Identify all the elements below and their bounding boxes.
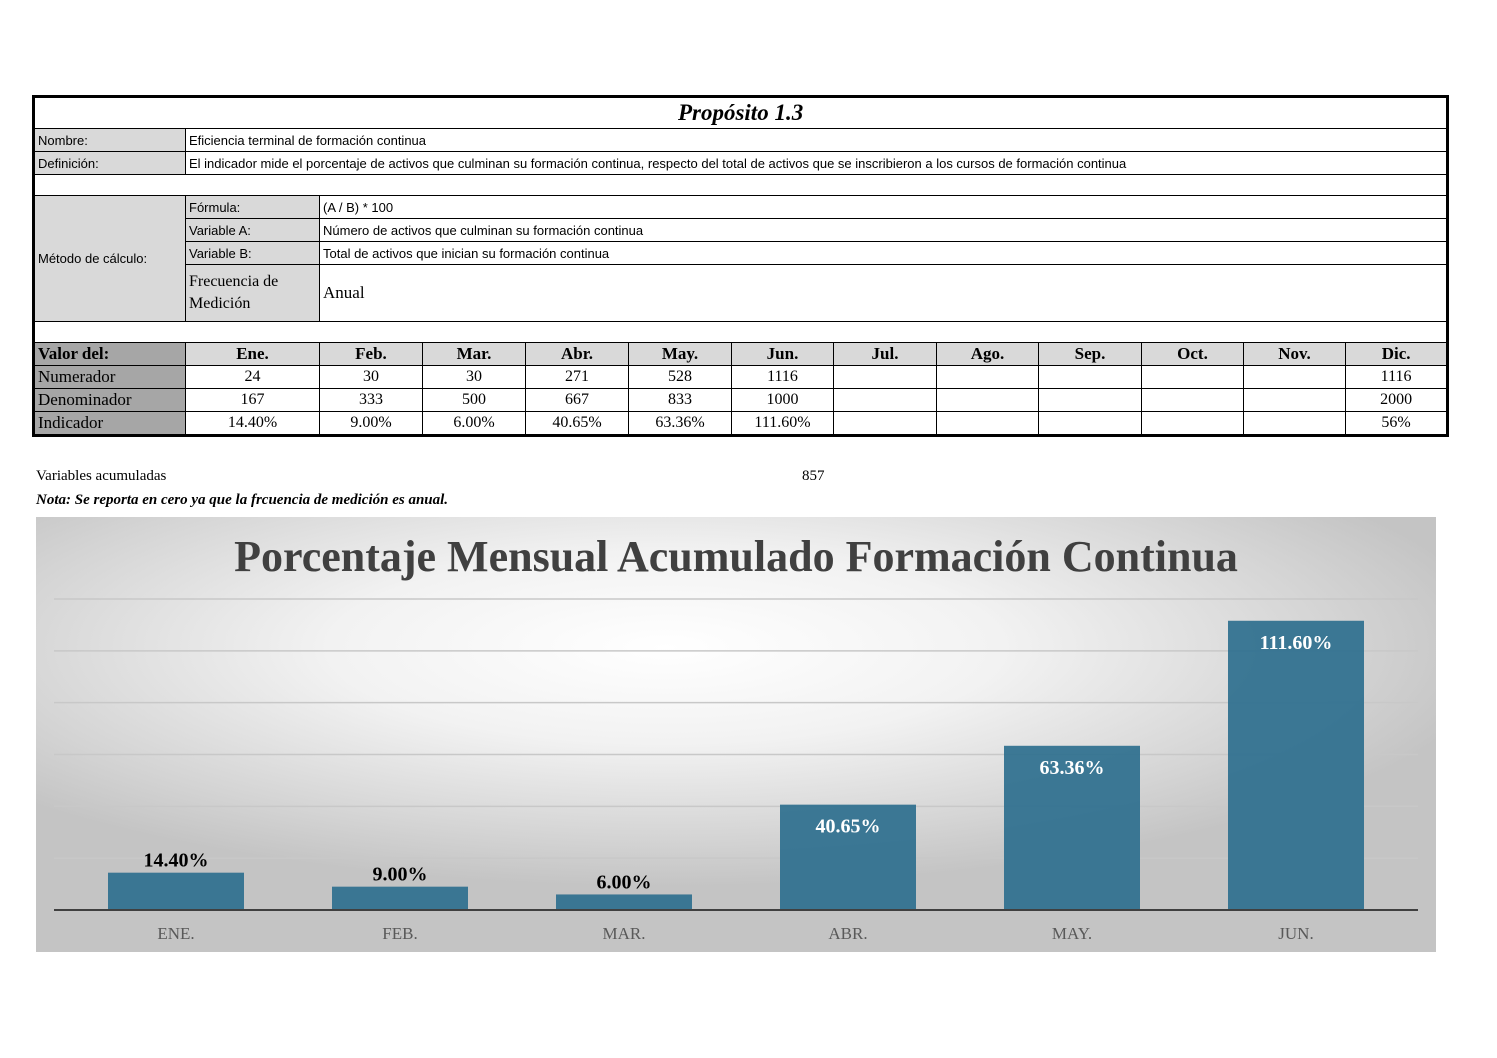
table-cell — [936, 365, 1039, 389]
table-cell: 833 — [628, 388, 732, 412]
month-header: Jun. — [731, 342, 834, 366]
spacer-row — [32, 321, 1449, 343]
data-label: 14.40% — [144, 850, 209, 872]
table-cell — [1141, 388, 1244, 412]
acumuladas-label: Variables acumuladas — [36, 468, 167, 484]
x-tick-label: ENE. — [157, 924, 194, 943]
var-b-label: Variable B: — [185, 241, 320, 265]
formula-label: Fórmula: — [185, 195, 320, 219]
frecuencia-label: Frecuencia de Medición — [185, 264, 320, 322]
data-label: 9.00% — [373, 864, 428, 886]
table-cell: 2000 — [1344, 388, 1449, 412]
note-text: Nota: Se reporta en cero ya que la frcue… — [36, 492, 449, 508]
nombre-value: Eficiencia terminal de formación continu… — [184, 128, 1449, 152]
table-cell: 667 — [525, 388, 629, 412]
table-cell: 1000 — [731, 388, 834, 412]
month-header: Oct. — [1141, 342, 1244, 366]
table-cell — [833, 411, 937, 436]
x-tick-label: MAY. — [1052, 924, 1092, 943]
table-row: Denominador 167 333 500 667 833 1000 200… — [33, 388, 1449, 412]
month-header: Ago. — [936, 342, 1039, 366]
table-cell — [1243, 365, 1346, 389]
month-header: Mar. — [422, 342, 526, 366]
bar — [1004, 745, 1140, 910]
table-cell: 30 — [319, 365, 423, 389]
var-b-value: Total de activos que inician su formació… — [318, 241, 1449, 265]
valor-label: Valor del: — [33, 342, 186, 366]
table-cell: 6.00% — [422, 411, 526, 436]
table-cell — [1038, 388, 1142, 412]
sheet-title: Propósito 1.3 — [32, 96, 1449, 129]
table-cell — [833, 365, 937, 389]
definicion-label: Definición: — [33, 151, 186, 175]
table-cell: 528 — [628, 365, 732, 389]
x-tick-label: ABR. — [828, 924, 867, 943]
bar-chart: Porcentaje Mensual Acumulado Formación C… — [36, 517, 1436, 952]
bar — [780, 804, 916, 910]
nombre-label: Nombre: — [33, 128, 186, 152]
month-header: Abr. — [525, 342, 629, 366]
data-label: 40.65% — [816, 816, 881, 838]
table-cell — [1141, 411, 1244, 436]
table-cell: 1116 — [1344, 365, 1449, 389]
var-a-value: Número de activos que culminan su formac… — [318, 218, 1449, 242]
row-label: Denominador — [33, 388, 186, 412]
frecuencia-value: Anual — [318, 264, 1449, 322]
table-cell — [936, 388, 1039, 412]
table-row: Numerador 24 30 30 271 528 1116 1116 — [33, 365, 1449, 389]
var-a-label: Variable A: — [185, 218, 320, 242]
row-label: Indicador — [33, 411, 186, 436]
bar — [108, 872, 244, 910]
month-header: Sep. — [1038, 342, 1142, 366]
x-tick-label: FEB. — [382, 924, 417, 943]
month-header: Jul. — [833, 342, 937, 366]
formula-value: (A / B) * 100 — [318, 195, 1449, 219]
table-cell: 111.60% — [731, 411, 834, 436]
data-label: 6.00% — [597, 871, 652, 893]
table-cell: 333 — [319, 388, 423, 412]
table-cell — [1038, 365, 1142, 389]
table-cell: 271 — [525, 365, 629, 389]
table-cell: 63.36% — [628, 411, 732, 436]
table-cell: 500 — [422, 388, 526, 412]
x-tick-label: JUN. — [1278, 924, 1313, 943]
table-cell — [1038, 411, 1142, 436]
indicator-sheet: Propósito 1.3 Nombre: Eficiencia termina… — [32, 95, 1450, 437]
month-header: May. — [628, 342, 732, 366]
table-cell: 30 — [422, 365, 526, 389]
table-cell — [1243, 388, 1346, 412]
table-cell — [936, 411, 1039, 436]
definicion-value: El indicador mide el porcentaje de activ… — [184, 151, 1449, 175]
month-header: Ene. — [185, 342, 320, 366]
acumuladas-value: 857 — [802, 468, 825, 484]
table-row: Indicador 14.40% 9.00% 6.00% 40.65% 63.3… — [33, 411, 1449, 436]
table-cell — [833, 388, 937, 412]
table-cell: 56% — [1344, 411, 1449, 436]
month-header: Dic. — [1344, 342, 1449, 366]
table-cell — [1243, 411, 1346, 436]
bar — [332, 886, 468, 910]
month-header: Nov. — [1243, 342, 1346, 366]
table-cell: 40.65% — [525, 411, 629, 436]
table-cell: 167 — [185, 388, 320, 412]
metodo-label: Método de cálculo: — [33, 195, 186, 322]
table-cell: 9.00% — [319, 411, 423, 436]
spacer-row — [32, 174, 1449, 196]
bar — [556, 894, 692, 910]
table-cell: 14.40% — [185, 411, 320, 436]
chart-title: Porcentaje Mensual Acumulado Formación C… — [234, 532, 1238, 581]
data-label: 63.36% — [1040, 757, 1105, 779]
chart-plot: 14.40% ENE. 9.00% FEB. 6.00% MAR. 40.65% ABR. 63… — [54, 598, 1418, 943]
row-label: Numerador — [33, 365, 186, 389]
bar — [1228, 620, 1364, 910]
table-cell — [1141, 365, 1244, 389]
month-header: Feb. — [319, 342, 423, 366]
data-label: 111.60% — [1260, 632, 1333, 654]
table-cell: 24 — [185, 365, 320, 389]
table-cell: 1116 — [731, 365, 834, 389]
x-tick-label: MAR. — [603, 924, 646, 943]
